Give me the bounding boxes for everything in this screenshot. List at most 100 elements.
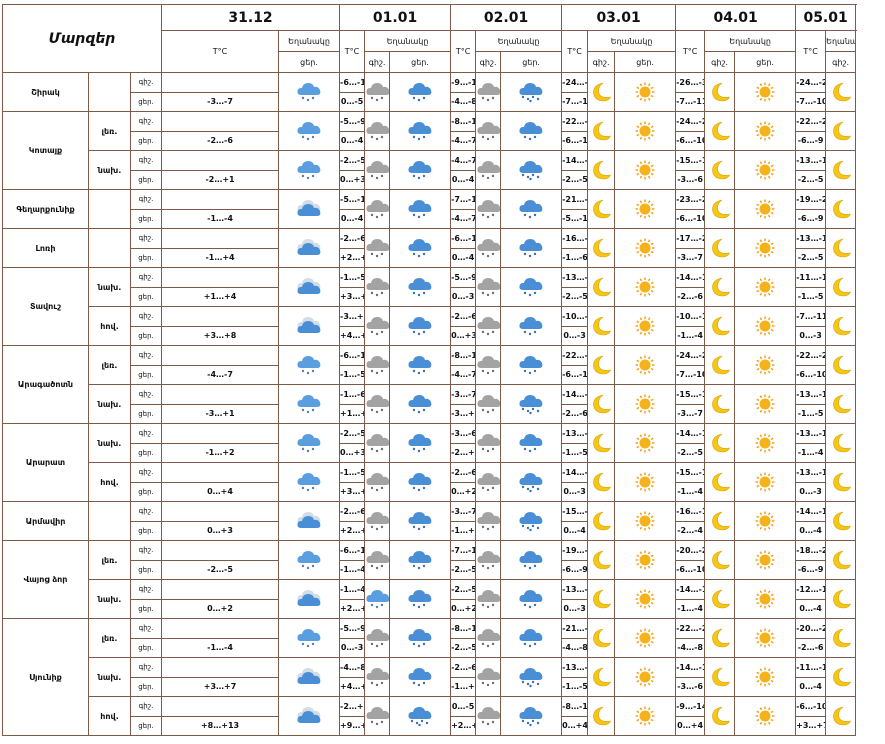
grey-snow-cloud-icon [366,317,389,336]
moon-icon [832,355,851,375]
weather-icon-cell [278,111,341,151]
day-header: ցեր. [389,51,452,73]
day-row: ցեր.-1…+2 0…+3 -2…+2 -1…-5 -2…-5 -1…-4 [3,442,856,463]
weather-icon-cell [389,345,452,385]
night-temperature: -18…-21 [795,540,827,561]
night-temperature: -12…-16 [795,579,827,600]
night-temperature [161,618,280,639]
grey-snow-cloud-icon [477,200,500,219]
sun-icon [635,121,655,141]
weather-icon-cell [704,267,736,307]
moon-icon [832,82,851,102]
temperature-header: T°C [561,30,589,73]
sun-icon [755,238,775,258]
day-temperature: -2…-5 [795,169,827,190]
weather-icon-cell [614,306,677,346]
subregion-label: լեռ. [88,345,131,385]
weather-icon-cell [500,462,563,502]
day-temperature: -4…-8 [450,91,477,112]
grey-snow-cloud-icon [366,668,389,687]
sun-icon [755,550,775,570]
night-temperature: -8…-12 [450,111,477,132]
region-name: Կոտայք [2,111,89,190]
moon-icon [832,238,851,258]
night-header: գիշ. [704,51,736,73]
weather-icon-cell [278,72,341,112]
day-temperature: +2…+5 [339,520,366,541]
sun-icon [755,121,775,141]
grey-snow-cloud-icon [366,707,389,726]
night-temperature: -13…-18 [795,228,827,249]
day-temperature: 0…-3 [339,637,366,658]
night-temperature: -6…-10 [450,228,477,249]
blue-snow-cloud-icon [519,278,543,297]
weather-icon-cell [364,657,391,697]
sun-icon [635,160,655,180]
night-temperature: -15…-18 [675,150,706,171]
subregion-label: լեռ. [88,618,131,658]
weather-icon-cell [825,423,857,463]
night-temperature: -14…-17 [561,462,589,483]
day-temperature: -1…-4 [675,481,706,502]
light-snow-cloud-icon [297,356,321,375]
cloud-icon [297,707,321,723]
day-header: ցեր. [500,51,563,73]
grey-snow-cloud-icon [477,629,500,648]
weather-icon-cell [364,267,391,307]
weather-icon-cell [500,72,563,112]
weather-icon-cell [278,267,341,307]
night-temperature: -14…-17 [795,501,827,522]
day-temperature: +2…+6 [339,247,366,268]
sun-icon [755,394,775,414]
blue-snow-cloud-icon [408,161,432,180]
night-row: Շիրակ գիշ. -6…-10 -9…-13 -24…-28 -26…-30 -24…-… [2,72,857,112]
day-temperature: -2…-6 [561,403,589,424]
night-temperature: -2…-6 [450,657,477,678]
sun-icon [635,433,655,453]
weather-icon-cell [614,189,677,229]
weather-icon-cell [704,501,736,541]
light-snow-cloud-icon [297,551,321,570]
day-temperature: 0…-4 [795,676,827,697]
day-temperature: 0…+4 [675,715,706,736]
weather-icon-cell [475,72,502,112]
night-temperature: -14…-18 [675,267,706,288]
day-temperature: -2…-5 [561,286,589,307]
blue-snow-cloud-icon [408,395,432,414]
region-name: Շիրակ [2,72,89,112]
day-temperature: -2…-6 [675,286,706,307]
blue-heavy-snow-cloud-icon [519,473,543,493]
weather-icon-cell [364,111,391,151]
weather-icon-cell [825,111,857,151]
weather-icon-cell [475,189,502,229]
weather-icon-cell [475,228,502,268]
day-temperature: 0…+4 [161,481,280,502]
night-temperature: -22…-25 [795,111,827,132]
day-temperature: -1…-5 [795,286,827,307]
weather-icon-cell [587,423,616,463]
weather-icon-cell [389,150,452,190]
night-label: գիշ. [129,267,163,288]
day-temperature: -6…-9 [795,130,827,151]
day-temperature: -2…+1 [161,169,280,190]
day-label: ցեր. [129,403,163,424]
moon-icon [832,160,851,180]
weather-icon-cell [278,423,341,463]
night-label: գիշ. [129,189,163,210]
weather-icon-cell [587,618,616,658]
moon-icon [711,433,730,453]
weather-icon-cell [587,150,616,190]
weather-icon-cell [825,306,857,346]
night-temperature: -10…-14 [675,306,706,327]
weather-header: Եղանակը [825,30,857,52]
night-row: հով.գիշ. -3…+2 -2…-6 -10…-13 -10…-14 -7…-11 [3,306,857,346]
weather-icon-cell [734,267,797,307]
night-temperature [161,696,280,717]
night-temperature: -13…-16 [795,462,827,483]
night-temperature: -21…-25 [561,189,589,210]
day-temperature: -4…-8 [675,637,706,658]
moon-icon [711,316,730,336]
day-label: ցեր. [129,676,163,697]
moon-icon [711,628,730,648]
